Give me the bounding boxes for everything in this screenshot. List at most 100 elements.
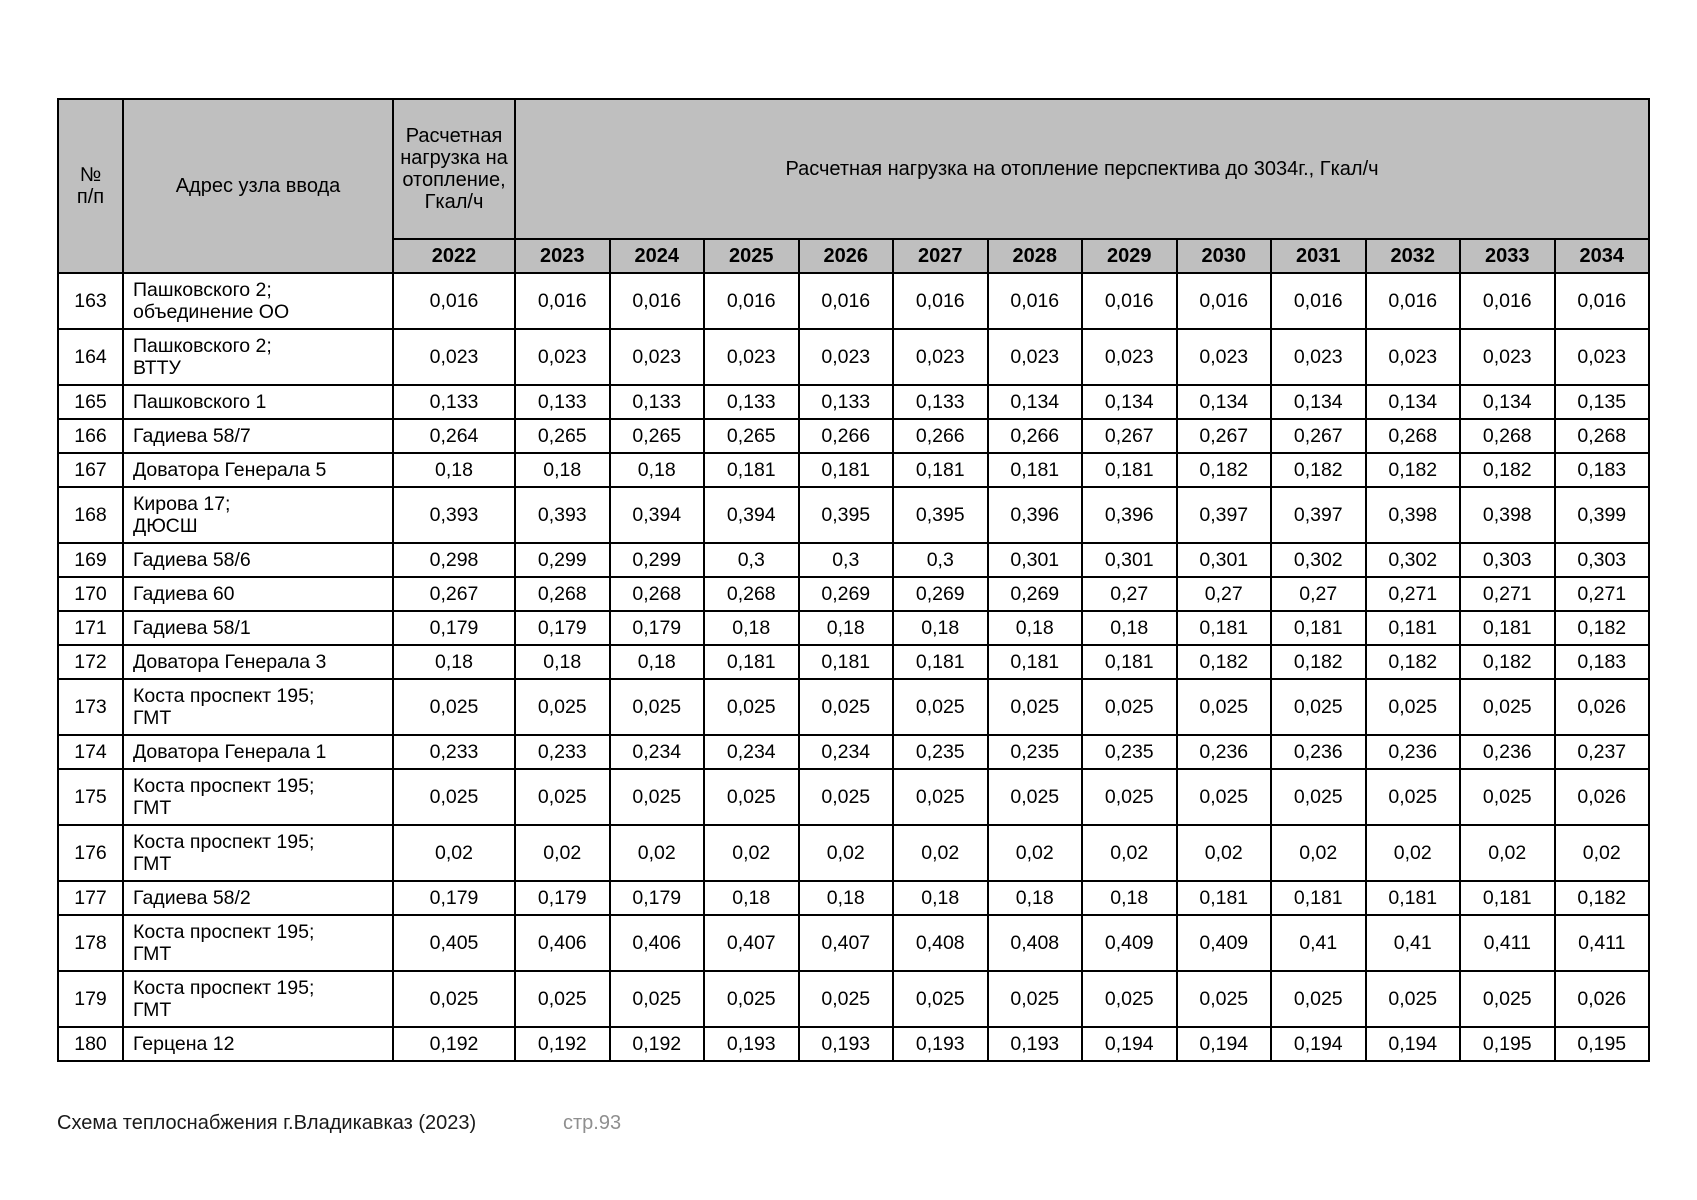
row-value: 0,179: [514, 610, 611, 646]
row-value: 0,181: [986, 644, 1083, 680]
row-value: 0,18: [1081, 610, 1178, 646]
row-address: Гадиева 58/2: [122, 880, 394, 916]
row-address: Доватора Генерала 1: [122, 734, 394, 770]
row-value: 0,023: [892, 328, 989, 386]
row-value: 0,236: [1364, 734, 1461, 770]
row-number: 167: [57, 452, 124, 488]
row-number: 174: [57, 734, 124, 770]
table-row: 170 Гадиева 60 0,267 0,268 0,268 0,268 0,269 0,…: [57, 576, 1650, 612]
row-value: 0,134: [1364, 384, 1461, 420]
table-row: 169 Гадиева 58/6 0,298 0,299 0,299 0,3 0,3 0,3 0…: [57, 542, 1650, 578]
row-value: 0,181: [1459, 610, 1556, 646]
row-value: 0,3: [703, 542, 800, 578]
row-value: 0,236: [1270, 734, 1367, 770]
row-value: 0,193: [703, 1026, 800, 1062]
row-number: 180: [57, 1026, 124, 1062]
year-header-row: 2022 2023 2024 2025 2026 2027 2028 2029 …: [58, 238, 1650, 274]
row-value: 0,025: [1175, 678, 1272, 736]
row-value: 0,268: [703, 576, 800, 612]
row-value: 0,194: [1081, 1026, 1178, 1062]
row-value: 0,181: [703, 452, 800, 488]
row-value: 0,181: [1364, 610, 1461, 646]
year-2033: 2033: [1459, 238, 1556, 274]
row-value: 0,302: [1364, 542, 1461, 578]
table-header: № п/п Адрес узла ввода Расчетная нагрузк…: [57, 98, 1650, 274]
row-value: 0,181: [1459, 880, 1556, 916]
row-value: 0,179: [514, 880, 611, 916]
row-address: Коста проспект 195; ГМТ: [122, 768, 394, 826]
row-address: Гадиева 58/1: [122, 610, 394, 646]
row-value: 0,236: [1459, 734, 1556, 770]
row-value: 0,409: [1175, 914, 1272, 972]
table-row: 174 Доватора Генерала 1 0,233 0,233 0,234 0,2…: [57, 734, 1650, 770]
row-value: 0,407: [703, 914, 800, 972]
row-value: 0,271: [1364, 576, 1461, 612]
row-value: 0,023: [703, 328, 800, 386]
page-footer: Схема теплоснабжения г.Владикавказ (2023…: [0, 1112, 1697, 1142]
row-value: 0,133: [797, 384, 894, 420]
row-value: 0,18: [608, 644, 705, 680]
row-value: 0,025: [608, 768, 705, 826]
row-value: 0,182: [1553, 610, 1650, 646]
row-value: 0,18: [797, 880, 894, 916]
row-value: 0,393: [514, 486, 611, 544]
row-value: 0,406: [514, 914, 611, 972]
row-value: 0,025: [797, 678, 894, 736]
row-value: 0,023: [514, 328, 611, 386]
table-row: 165 Пашковского 1 0,133 0,133 0,133 0,133 0,13…: [57, 384, 1650, 420]
row-value: 0,025: [1081, 970, 1178, 1028]
row-value: 0,025: [703, 678, 800, 736]
footer-doc-title: Схема теплоснабжения г.Владикавказ (2023…: [57, 1112, 477, 1134]
row-value: 0,181: [1270, 880, 1367, 916]
row-value: 0,18: [892, 610, 989, 646]
table-row: 176 Коста проспект 195; ГМТ 0,02 0,02 0,02 0,…: [57, 824, 1650, 882]
row-value: 0,394: [608, 486, 705, 544]
header-base-load: Расчетная нагрузка на отопление, Гкал/ч: [392, 98, 516, 240]
row-address: Пашковского 2; объединение ОО: [122, 272, 394, 330]
row-value: 0,181: [703, 644, 800, 680]
row-value: 0,025: [1459, 970, 1556, 1028]
row-address: Доватора Генерала 5: [122, 452, 394, 488]
row-value: 0,298: [392, 542, 516, 578]
row-value: 0,236: [1175, 734, 1272, 770]
row-value: 0,025: [514, 678, 611, 736]
row-value: 0,18: [392, 644, 516, 680]
row-value: 0,269: [986, 576, 1083, 612]
table-row: 168 Кирова 17; ДЮСШ 0,393 0,393 0,394 0,394 0,…: [57, 486, 1650, 544]
row-value: 0,234: [797, 734, 894, 770]
row-value: 0,026: [1553, 678, 1650, 736]
row-value: 0,411: [1553, 914, 1650, 972]
row-value: 0,025: [703, 970, 800, 1028]
row-value: 0,269: [797, 576, 894, 612]
row-value: 0,192: [608, 1026, 705, 1062]
row-value: 0,016: [1270, 272, 1367, 330]
year-2024: 2024: [608, 238, 705, 274]
row-value: 0,025: [892, 768, 989, 826]
row-value: 0,182: [1270, 452, 1367, 488]
row-address: Герцена 12: [122, 1026, 394, 1062]
row-value: 0,271: [1459, 576, 1556, 612]
row-address: Коста проспект 195; ГМТ: [122, 970, 394, 1028]
row-value: 0,268: [1364, 418, 1461, 454]
row-value: 0,396: [1081, 486, 1178, 544]
row-value: 0,406: [608, 914, 705, 972]
row-value: 0,023: [797, 328, 894, 386]
row-value: 0,182: [1364, 452, 1461, 488]
row-value: 0,026: [1553, 970, 1650, 1028]
footer-page-number: стр.93: [563, 1112, 622, 1134]
row-value: 0,299: [608, 542, 705, 578]
row-value: 0,18: [986, 610, 1083, 646]
row-value: 0,025: [608, 970, 705, 1028]
row-value: 0,135: [1553, 384, 1650, 420]
row-value: 0,025: [797, 768, 894, 826]
row-value: 0,268: [1553, 418, 1650, 454]
year-2034: 2034: [1553, 238, 1650, 274]
row-value: 0,193: [797, 1026, 894, 1062]
row-value: 0,3: [892, 542, 989, 578]
row-value: 0,18: [514, 644, 611, 680]
row-value: 0,016: [514, 272, 611, 330]
row-value: 0,41: [1364, 914, 1461, 972]
row-value: 0,182: [1553, 880, 1650, 916]
row-value: 0,27: [1270, 576, 1367, 612]
row-value: 0,181: [892, 452, 989, 488]
